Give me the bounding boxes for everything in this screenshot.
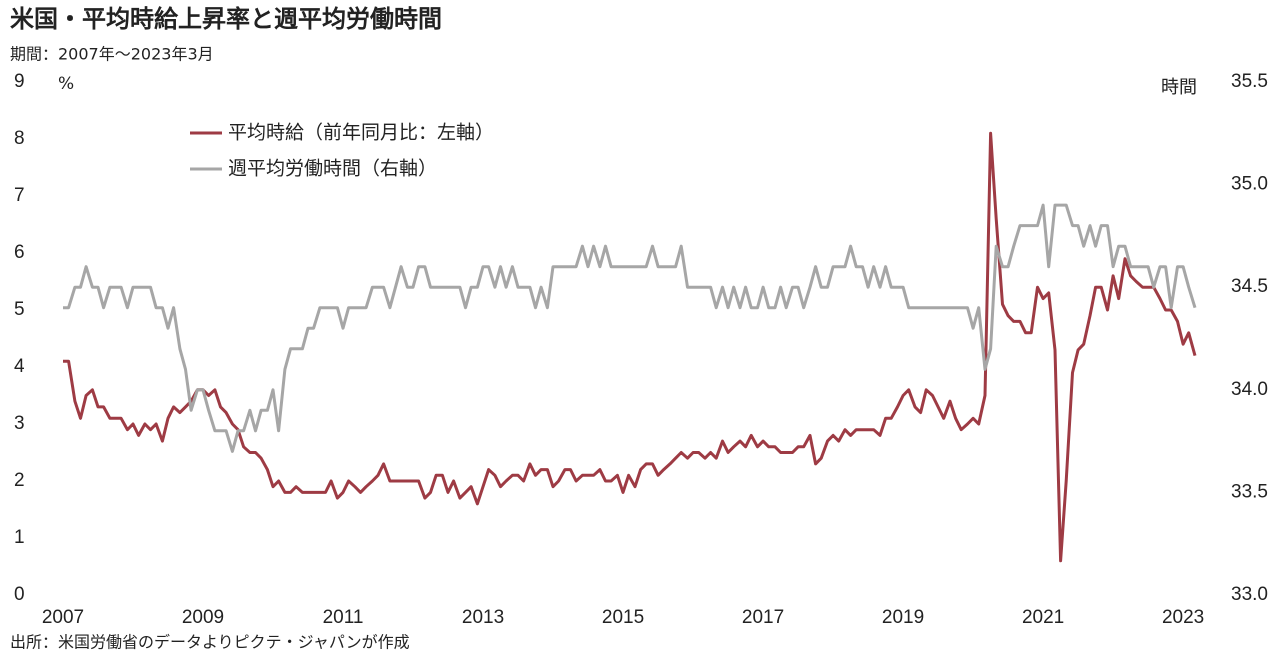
y-tick-label: 9 [14, 71, 25, 92]
chart-subtitle: 期間：2007年～2023年3月 [10, 45, 214, 64]
x-tick-label: 2023 [1162, 607, 1204, 628]
chart-title: 米国・平均時給上昇率と週平均労働時間 [10, 5, 442, 33]
legend-label: 平均時給（前年同月比：左軸） [228, 122, 494, 144]
y-tick-label: 6 [14, 242, 25, 263]
legend-label: 週平均労働時間（右軸） [228, 158, 437, 180]
y-tick-label: 0 [14, 584, 25, 605]
x-tick-label: 2013 [462, 607, 504, 628]
y-tick-label: 5 [14, 299, 25, 320]
x-tick-label: 2009 [182, 607, 224, 628]
y2-tick-label: 34.0 [1231, 379, 1268, 400]
series-line [63, 203, 1197, 453]
x-tick-label: 2015 [602, 607, 644, 628]
y2-tick-label: 35.5 [1231, 71, 1268, 92]
x-tick-label: 2007 [42, 607, 84, 628]
y-tick-label: 3 [14, 413, 25, 434]
x-tick-label: 2011 [323, 607, 364, 628]
x-tick-label: 2019 [882, 607, 924, 628]
y-tick-label: 1 [14, 527, 25, 548]
source-note: 出所：米国労働省のデータよりピクテ・ジャパンが作成 [10, 633, 410, 652]
y2-tick-label: 33.0 [1231, 584, 1268, 605]
x-tick-label: 2017 [742, 607, 784, 628]
y2-tick-label: 34.5 [1231, 276, 1268, 297]
y-tick-label: 8 [14, 128, 25, 149]
y-unit: % [58, 74, 74, 94]
x-tick-label: 2021 [1022, 607, 1064, 628]
y-tick-label: 4 [14, 356, 25, 377]
y-tick-label: 7 [14, 185, 25, 206]
y2-unit: 時間 [1161, 77, 1197, 98]
y2-tick-label: 33.5 [1231, 481, 1268, 502]
y-tick-label: 2 [14, 470, 25, 491]
series-line [63, 131, 1197, 563]
y2-tick-label: 35.0 [1231, 174, 1268, 195]
